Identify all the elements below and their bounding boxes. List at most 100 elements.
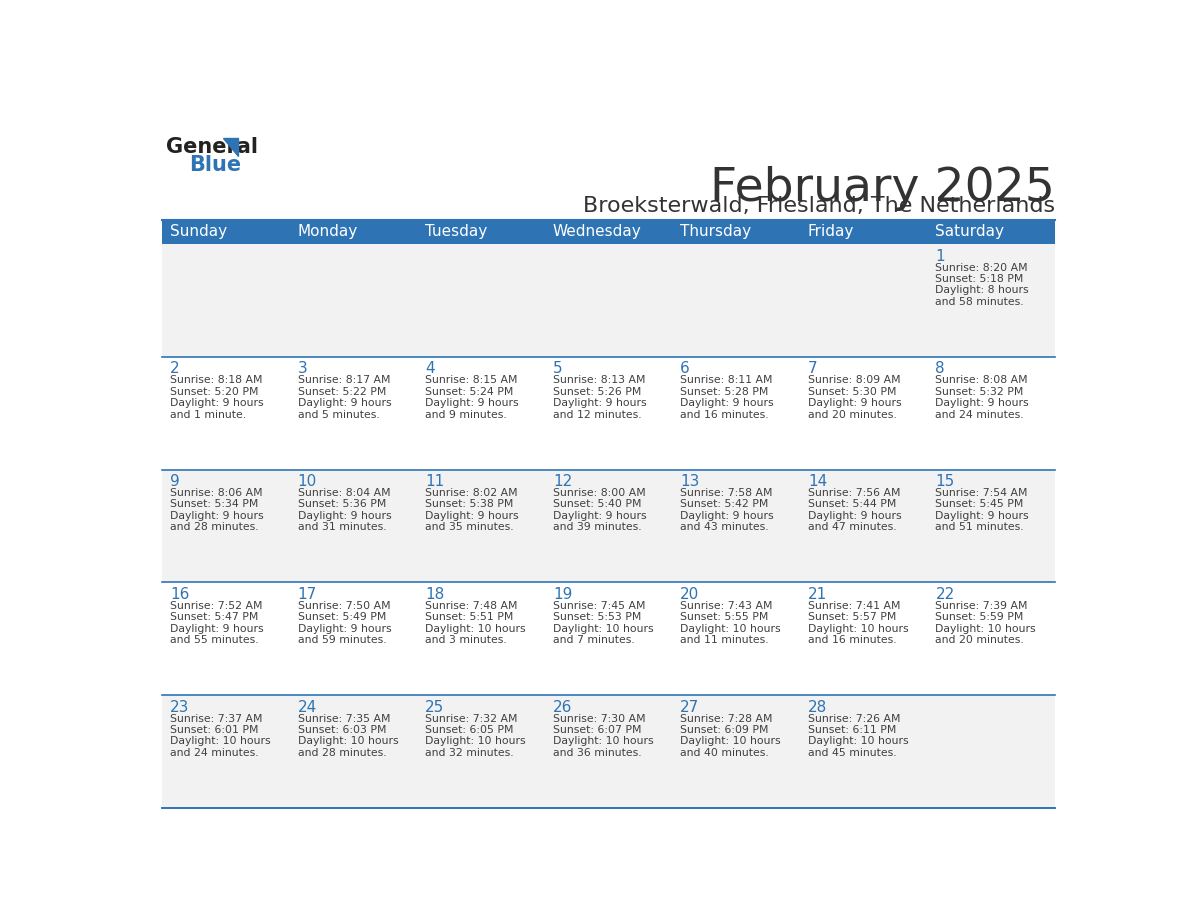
Text: Sunset: 5:28 PM: Sunset: 5:28 PM (681, 386, 769, 397)
Text: Sunset: 5:22 PM: Sunset: 5:22 PM (298, 386, 386, 397)
Text: and 47 minutes.: and 47 minutes. (808, 522, 897, 532)
Text: 3: 3 (298, 362, 308, 376)
Text: Sunrise: 7:32 AM: Sunrise: 7:32 AM (425, 713, 518, 723)
Text: Sunset: 5:49 PM: Sunset: 5:49 PM (298, 612, 386, 622)
Bar (545, 695, 672, 808)
Text: and 20 minutes.: and 20 minutes. (935, 635, 1024, 645)
Text: and 11 minutes.: and 11 minutes. (681, 635, 769, 645)
Text: Sunrise: 7:58 AM: Sunrise: 7:58 AM (681, 488, 773, 498)
Text: 18: 18 (425, 587, 444, 602)
Text: Sunset: 5:34 PM: Sunset: 5:34 PM (170, 499, 259, 509)
Text: Sunset: 5:45 PM: Sunset: 5:45 PM (935, 499, 1024, 509)
Bar (801, 470, 928, 582)
Text: Sunrise: 7:26 AM: Sunrise: 7:26 AM (808, 713, 901, 723)
Text: Daylight: 9 hours: Daylight: 9 hours (425, 511, 519, 521)
Text: 27: 27 (681, 700, 700, 715)
Text: Daylight: 10 hours: Daylight: 10 hours (170, 736, 271, 746)
Text: Sunset: 5:44 PM: Sunset: 5:44 PM (808, 499, 896, 509)
Text: Sunrise: 7:43 AM: Sunrise: 7:43 AM (681, 600, 773, 610)
Text: Sunrise: 8:17 AM: Sunrise: 8:17 AM (298, 375, 390, 386)
Text: Sunrise: 8:18 AM: Sunrise: 8:18 AM (170, 375, 263, 386)
Text: Broeksterwald, Friesland, The Netherlands: Broeksterwald, Friesland, The Netherland… (583, 196, 1055, 217)
Text: Sunset: 6:07 PM: Sunset: 6:07 PM (552, 725, 642, 735)
Bar (417, 244, 545, 357)
Text: Sunrise: 7:41 AM: Sunrise: 7:41 AM (808, 600, 901, 610)
Text: and 5 minutes.: and 5 minutes. (298, 409, 379, 420)
Text: Daylight: 9 hours: Daylight: 9 hours (552, 398, 646, 409)
Text: Sunset: 5:26 PM: Sunset: 5:26 PM (552, 386, 642, 397)
Text: and 55 minutes.: and 55 minutes. (170, 635, 259, 645)
Text: 14: 14 (808, 475, 827, 489)
Bar (545, 357, 672, 470)
Text: 10: 10 (298, 475, 317, 489)
Bar (801, 582, 928, 695)
Text: 4: 4 (425, 362, 435, 376)
Text: 7: 7 (808, 362, 817, 376)
Bar (801, 357, 928, 470)
Bar (801, 695, 928, 808)
Bar (417, 695, 545, 808)
Text: Daylight: 10 hours: Daylight: 10 hours (425, 623, 526, 633)
Bar (290, 470, 417, 582)
Text: 2: 2 (170, 362, 179, 376)
Text: Sunrise: 7:28 AM: Sunrise: 7:28 AM (681, 713, 773, 723)
Text: Daylight: 10 hours: Daylight: 10 hours (552, 623, 653, 633)
Text: and 7 minutes.: and 7 minutes. (552, 635, 634, 645)
Text: Daylight: 9 hours: Daylight: 9 hours (298, 511, 391, 521)
Bar (417, 470, 545, 582)
Text: Sunset: 6:05 PM: Sunset: 6:05 PM (425, 725, 513, 735)
Text: Sunrise: 7:30 AM: Sunrise: 7:30 AM (552, 713, 645, 723)
Text: Monday: Monday (298, 224, 358, 240)
Text: 13: 13 (681, 475, 700, 489)
Bar (545, 470, 672, 582)
Text: Daylight: 9 hours: Daylight: 9 hours (681, 511, 775, 521)
Bar (417, 357, 545, 470)
Text: Sunset: 5:51 PM: Sunset: 5:51 PM (425, 612, 513, 622)
Text: Daylight: 9 hours: Daylight: 9 hours (298, 623, 391, 633)
Bar (163, 470, 290, 582)
Bar (163, 357, 290, 470)
Text: Friday: Friday (808, 224, 854, 240)
Bar (928, 582, 1055, 695)
Text: and 28 minutes.: and 28 minutes. (170, 522, 259, 532)
Text: Sunrise: 8:11 AM: Sunrise: 8:11 AM (681, 375, 773, 386)
Text: Sunrise: 8:06 AM: Sunrise: 8:06 AM (170, 488, 263, 498)
Text: Sunset: 6:03 PM: Sunset: 6:03 PM (298, 725, 386, 735)
Text: Daylight: 9 hours: Daylight: 9 hours (170, 398, 264, 409)
Text: and 24 minutes.: and 24 minutes. (170, 748, 259, 757)
Bar (928, 695, 1055, 808)
Text: 21: 21 (808, 587, 827, 602)
Text: Saturday: Saturday (935, 224, 1005, 240)
Bar (801, 244, 928, 357)
Text: Sunset: 6:09 PM: Sunset: 6:09 PM (681, 725, 769, 735)
Text: and 36 minutes.: and 36 minutes. (552, 748, 642, 757)
Text: and 9 minutes.: and 9 minutes. (425, 409, 507, 420)
Text: Daylight: 10 hours: Daylight: 10 hours (425, 736, 526, 746)
Text: Daylight: 9 hours: Daylight: 9 hours (808, 511, 902, 521)
Bar (290, 357, 417, 470)
Text: and 35 minutes.: and 35 minutes. (425, 522, 514, 532)
Text: Daylight: 10 hours: Daylight: 10 hours (298, 736, 398, 746)
Text: 5: 5 (552, 362, 562, 376)
Text: Daylight: 9 hours: Daylight: 9 hours (170, 511, 264, 521)
Text: 28: 28 (808, 700, 827, 715)
Text: Daylight: 10 hours: Daylight: 10 hours (681, 736, 781, 746)
Text: Daylight: 9 hours: Daylight: 9 hours (935, 398, 1029, 409)
Bar (163, 695, 290, 808)
Text: and 31 minutes.: and 31 minutes. (298, 522, 386, 532)
Text: February 2025: February 2025 (710, 165, 1055, 210)
Bar (928, 357, 1055, 470)
Text: Sunset: 5:30 PM: Sunset: 5:30 PM (808, 386, 897, 397)
Text: Sunset: 5:57 PM: Sunset: 5:57 PM (808, 612, 896, 622)
Bar (417, 582, 545, 695)
Text: and 39 minutes.: and 39 minutes. (552, 522, 642, 532)
Text: and 20 minutes.: and 20 minutes. (808, 409, 897, 420)
Bar (163, 244, 290, 357)
Text: 1: 1 (935, 249, 946, 263)
Text: Sunset: 5:55 PM: Sunset: 5:55 PM (681, 612, 769, 622)
Text: and 32 minutes.: and 32 minutes. (425, 748, 514, 757)
Bar (545, 582, 672, 695)
Text: Sunset: 5:24 PM: Sunset: 5:24 PM (425, 386, 513, 397)
Bar (928, 244, 1055, 357)
Text: Daylight: 9 hours: Daylight: 9 hours (425, 398, 519, 409)
